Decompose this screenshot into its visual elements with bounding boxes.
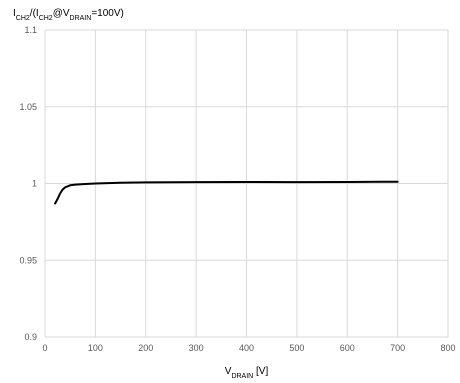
x-tick-label: 700 xyxy=(390,343,405,353)
y-axis-title: ICH2/(ICH2@VDRAIN=100V) xyxy=(13,8,124,22)
y-tick-label: 1.1 xyxy=(24,25,37,35)
y-tick-label: 0.9 xyxy=(24,332,37,342)
x-tick-label: 800 xyxy=(440,343,455,353)
x-tick-label: 600 xyxy=(340,343,355,353)
y-tick-label: 1.05 xyxy=(19,102,37,112)
series-line xyxy=(54,180,399,205)
y-tick-label: 1 xyxy=(32,179,37,189)
x-tick-label: 100 xyxy=(88,343,103,353)
tick-labels: 0 100 200 300 400 500 600 700 800 0.9 0.95 1 1.05 1.1 xyxy=(19,25,455,353)
x-tick-label: 300 xyxy=(189,343,204,353)
y-tick-label: 0.95 xyxy=(19,255,37,265)
x-axis-title: VDRAIN [V] xyxy=(225,366,269,380)
x-tick-label: 500 xyxy=(289,343,304,353)
x-tick-label: 400 xyxy=(239,343,254,353)
series-layer xyxy=(54,180,399,205)
x-tick-label: 0 xyxy=(42,343,47,353)
x-tick-label: 200 xyxy=(138,343,153,353)
